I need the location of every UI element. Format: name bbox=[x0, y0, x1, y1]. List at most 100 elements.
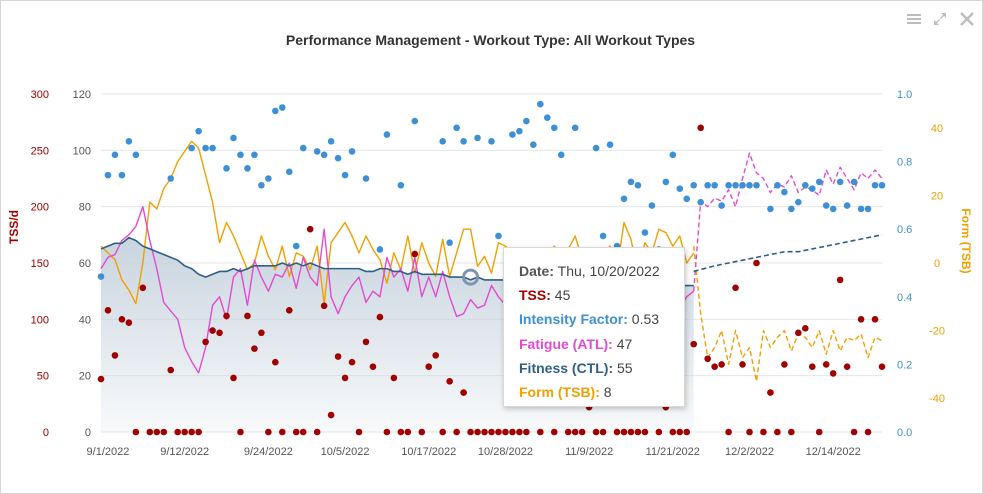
if-point bbox=[167, 175, 175, 182]
close-icon[interactable] bbox=[959, 11, 975, 27]
if-point bbox=[753, 181, 760, 189]
if-point bbox=[557, 151, 565, 159]
ctl-tick-label: 60 bbox=[79, 258, 91, 270]
tss-point bbox=[690, 340, 698, 348]
tss-point bbox=[523, 428, 530, 436]
if-point bbox=[669, 151, 677, 159]
tss-point bbox=[781, 361, 788, 368]
tss-point bbox=[801, 325, 809, 332]
hover-marker-group bbox=[462, 268, 480, 286]
hover-marker bbox=[462, 268, 480, 286]
tss-point bbox=[878, 363, 886, 370]
tooltip-row-form: Form (TSB): 8 bbox=[519, 380, 684, 404]
if-point bbox=[509, 131, 516, 138]
x-tick-label: 12/2/2022 bbox=[725, 446, 774, 458]
menu-icon[interactable] bbox=[906, 11, 922, 27]
if-point bbox=[537, 100, 544, 108]
if-point bbox=[620, 195, 628, 203]
if-point bbox=[439, 138, 446, 145]
tooltip-row-fatigue: Fatigue (ATL): 47 bbox=[519, 332, 684, 356]
tsb-tick-label: -40 bbox=[929, 393, 945, 405]
tooltip-value: 55 bbox=[617, 359, 633, 376]
if-tick-label: 1.0 bbox=[897, 89, 912, 101]
if-point bbox=[530, 141, 537, 148]
tss-point bbox=[871, 316, 879, 323]
tss-point bbox=[195, 428, 202, 436]
tss-point bbox=[320, 302, 328, 310]
tss-point bbox=[537, 428, 544, 436]
tss-point bbox=[864, 428, 872, 436]
if-point bbox=[871, 181, 879, 189]
if-point bbox=[739, 181, 746, 189]
tss-point bbox=[237, 428, 244, 436]
tss-point bbox=[599, 428, 607, 436]
tss-axis-title: TSS/d bbox=[7, 210, 21, 244]
if-point bbox=[774, 181, 781, 189]
tooltip-label: Date: bbox=[519, 263, 555, 279]
tsb-tick-label: -20 bbox=[929, 326, 945, 338]
tss-point bbox=[355, 428, 363, 436]
tss-point bbox=[620, 428, 628, 436]
if-point bbox=[718, 202, 725, 209]
tss-point bbox=[334, 353, 342, 360]
if-point bbox=[746, 181, 753, 189]
tss-point bbox=[174, 428, 182, 436]
tooltip-label: Form (TSB): bbox=[519, 383, 600, 400]
tss-point bbox=[509, 428, 516, 436]
if-point bbox=[697, 198, 704, 206]
tss-point bbox=[550, 428, 558, 436]
tss-point bbox=[132, 428, 140, 436]
tss-point bbox=[425, 363, 433, 370]
x-tick-label: 10/28/2022 bbox=[478, 446, 533, 458]
tooltip-label: Intensity Factor: bbox=[519, 311, 628, 328]
if-point bbox=[606, 141, 614, 148]
tss-point bbox=[634, 428, 642, 436]
tss-point bbox=[564, 428, 572, 436]
tss-point bbox=[467, 428, 474, 436]
tss-point bbox=[488, 428, 495, 436]
if-point bbox=[550, 124, 558, 132]
if-point bbox=[397, 181, 405, 189]
if-point bbox=[822, 202, 830, 209]
tss-point bbox=[272, 358, 279, 366]
if-point bbox=[362, 175, 370, 182]
if-point bbox=[230, 134, 237, 142]
tss-point bbox=[474, 428, 481, 436]
tss-point bbox=[725, 428, 732, 436]
tss-point bbox=[822, 361, 830, 368]
if-point bbox=[676, 185, 684, 192]
if-point bbox=[704, 181, 711, 189]
tss-point bbox=[209, 327, 216, 334]
if-point bbox=[383, 131, 391, 138]
tss-tick-label: 150 bbox=[31, 258, 49, 270]
tss-point bbox=[843, 363, 851, 370]
tss-tick-label: 100 bbox=[31, 314, 49, 326]
if-point bbox=[453, 124, 460, 132]
tss-point bbox=[390, 374, 398, 382]
tss-point bbox=[202, 338, 209, 346]
if-point bbox=[725, 181, 732, 189]
tss-point bbox=[153, 428, 161, 436]
tss-point bbox=[188, 428, 195, 436]
tss-point bbox=[258, 329, 265, 337]
tss-point bbox=[795, 329, 802, 337]
tss-tick-label: 50 bbox=[37, 371, 49, 383]
tss-point bbox=[251, 345, 258, 352]
tss-point bbox=[788, 428, 795, 436]
tss-point bbox=[592, 428, 600, 436]
tss-point bbox=[348, 358, 356, 366]
tss-point bbox=[516, 428, 523, 436]
tss-point bbox=[746, 428, 753, 436]
tss-point bbox=[718, 361, 725, 368]
expand-icon[interactable] bbox=[932, 11, 948, 27]
tss-point bbox=[613, 428, 621, 436]
tss-point bbox=[327, 411, 335, 419]
tsb-axis-title: Form (TSB) bbox=[959, 208, 973, 273]
tss-point bbox=[292, 428, 300, 436]
if-point bbox=[237, 151, 244, 159]
if-point bbox=[829, 205, 837, 213]
if-point bbox=[244, 165, 251, 172]
tooltip-label: Fatigue (ATL): bbox=[519, 335, 613, 352]
x-tick-label: 11/9/2022 bbox=[565, 446, 613, 458]
ctl-tick-label: 80 bbox=[79, 202, 91, 214]
